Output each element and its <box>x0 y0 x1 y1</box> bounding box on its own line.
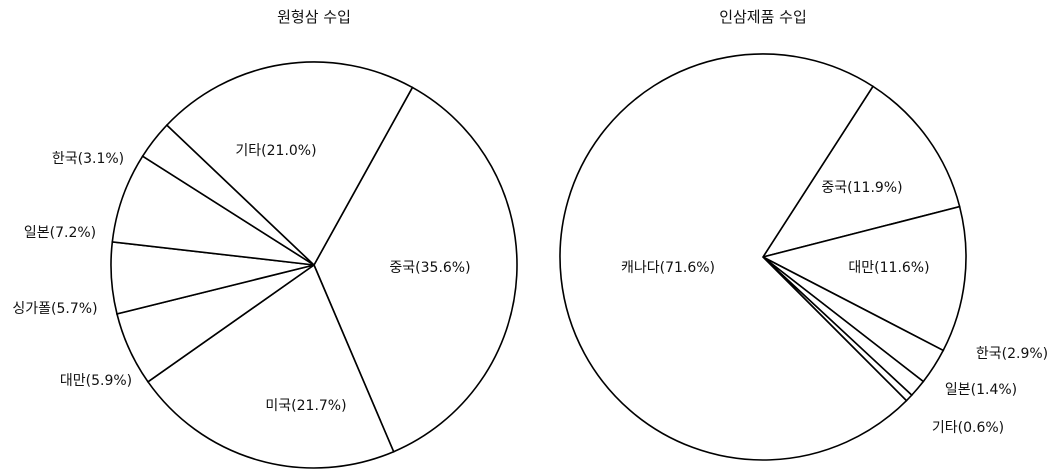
chart-title: 인삼제품 수입 <box>719 8 807 26</box>
chart-title: 원형삼 수입 <box>277 8 351 26</box>
pie-slice <box>559 53 908 461</box>
pie-slice <box>761 85 961 259</box>
slice-label: 한국(2.9%) <box>976 346 1048 362</box>
slice-label: 일본(7.2%) <box>24 225 96 241</box>
slice-label: 대만(5.9%) <box>60 373 132 389</box>
raw-ginseng-import-pie: 원형삼 수입 중국(35.6%) 미국(21.7%) 대만(5.9%) 싱가폴(5.7… <box>12 8 518 469</box>
slice-label: 중국(11.9%) <box>821 180 902 196</box>
slice-label: 일본(1.4%) <box>945 382 1017 398</box>
slice-label: 기타(0.6%) <box>932 420 1004 436</box>
slice-label: 대만(11.6%) <box>848 260 929 276</box>
pie-slice <box>165 61 414 267</box>
pie-slice <box>146 263 395 469</box>
ginseng-products-import-pie: 인삼제품 수입 중국(11.9%) 대만(11.6%) 한국(2.9%) 일본(1.4… <box>559 8 1048 461</box>
slice-label: 기타(21.0%) <box>235 143 316 159</box>
slice-label: 싱가폴(5.7%) <box>12 301 97 317</box>
slice-label: 한국(3.1%) <box>52 151 124 167</box>
slice-label: 중국(35.6%) <box>389 260 470 276</box>
slice-label: 미국(21.7%) <box>265 398 346 414</box>
slice-label: 캐나다(71.6%) <box>621 260 715 276</box>
pie-slice <box>313 86 518 453</box>
pie-slice <box>760 205 967 352</box>
